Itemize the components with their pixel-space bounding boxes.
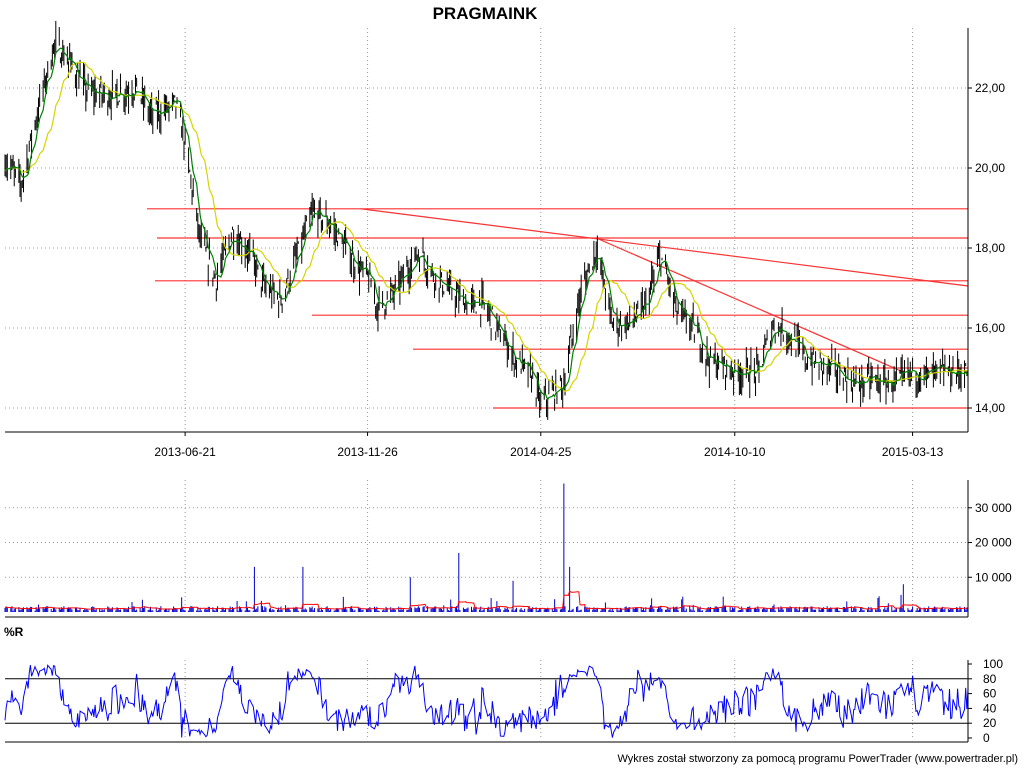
price-tick-label: 22,00 — [975, 81, 1005, 95]
volume-tick-label: 30 000 — [975, 501, 1012, 515]
price-axis: 14,00 16,00 18,00 20,00 22,00 — [968, 81, 1005, 415]
moving-average-fast — [4, 47, 969, 401]
williams-title: %R — [4, 625, 24, 639]
williams-tick-label: 60 — [983, 687, 997, 701]
price-tick-label: 20,00 — [975, 161, 1005, 175]
volume-axis: 10 000 20 000 30 000 — [968, 501, 1012, 584]
volume-panel: 10 000 20 000 30 000 — [4, 483, 1012, 612]
williams-r-line — [4, 664, 969, 738]
price-tick-label: 18,00 — [975, 241, 1005, 255]
price-bars — [4, 20, 969, 420]
date-tick-label: 2013-11-26 — [337, 445, 398, 459]
volume-bars — [4, 483, 969, 612]
volume-average-line — [4, 589, 968, 610]
price-tick-label: 16,00 — [975, 321, 1005, 335]
volume-tick-label: 10 000 — [975, 570, 1012, 584]
williams-tick-label: 0 — [983, 731, 990, 745]
support-lines — [147, 208, 968, 409]
williams-tick-label: 100 — [983, 657, 1003, 671]
date-axis: 2013-06-21 2013-11-26 2014-04-25 2014-10-10… — [154, 432, 944, 459]
volume-grid — [5, 507, 968, 578]
williams-tick-label: 40 — [983, 701, 997, 715]
trend-lines — [360, 208, 969, 373]
footer-credit: Wykres został stworzony za pomocą progra… — [617, 753, 1018, 765]
date-tick-label: 2015-03-13 — [882, 445, 944, 459]
williams-tick-label: 20 — [983, 716, 997, 730]
date-tick-label: 2014-04-25 — [510, 445, 572, 459]
price-tick-label: 14,00 — [975, 401, 1005, 415]
moving-average-slow — [4, 61, 969, 392]
date-tick-label: 2013-06-21 — [154, 445, 216, 459]
trend-line — [360, 208, 969, 287]
williams-grid — [5, 678, 968, 724]
trend-line — [595, 237, 904, 373]
chart-title: PRAGMAINK — [433, 4, 539, 23]
date-tick-label: 2014-10-10 — [704, 445, 766, 459]
price-grid — [5, 28, 968, 740]
volume-tick-label: 20 000 — [975, 536, 1012, 550]
williams-tick-label: 80 — [983, 672, 997, 686]
